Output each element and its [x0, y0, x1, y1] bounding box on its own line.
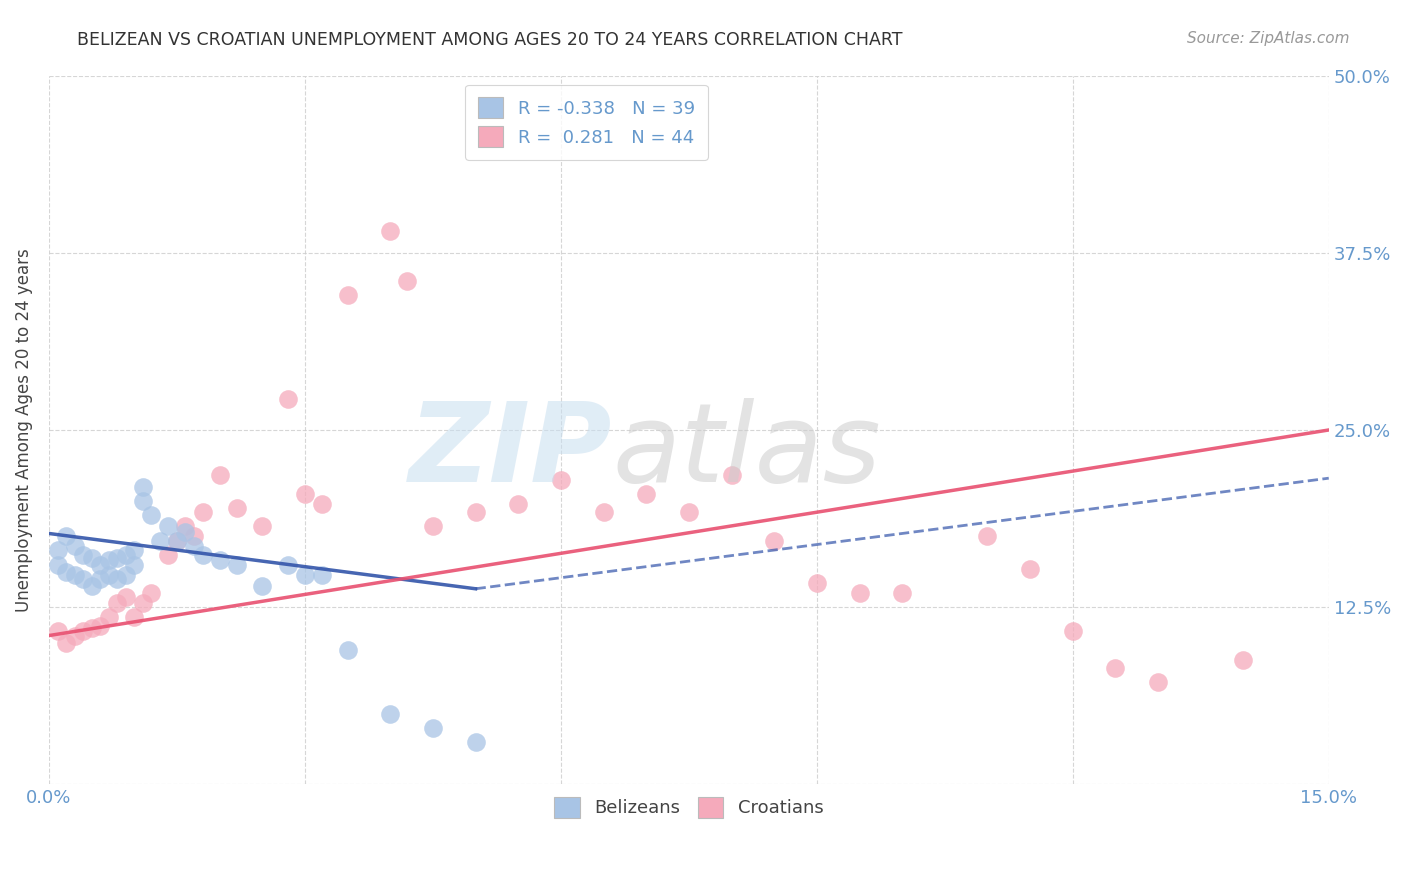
Point: [141, 508, 163, 522]
Point: [976, 529, 998, 543]
Point: [1104, 661, 1126, 675]
Point: [141, 586, 163, 600]
Point: [80, 579, 103, 593]
Point: [464, 505, 486, 519]
Point: [63, 629, 86, 643]
Point: [149, 533, 172, 548]
Y-axis label: Unemployment Among Ages 20 to 24 years: Unemployment Among Ages 20 to 24 years: [15, 248, 32, 612]
Point: [55, 565, 77, 579]
Point: [97, 567, 120, 582]
Point: [252, 519, 274, 533]
Point: [80, 622, 103, 636]
Text: atlas: atlas: [612, 398, 880, 505]
Point: [380, 706, 402, 721]
Point: [422, 519, 444, 533]
Point: [422, 721, 444, 735]
Point: [132, 596, 155, 610]
Point: [891, 586, 914, 600]
Point: [114, 567, 136, 582]
Point: [46, 624, 69, 639]
Point: [132, 480, 155, 494]
Point: [208, 468, 231, 483]
Point: [1019, 562, 1042, 576]
Point: [380, 225, 402, 239]
Point: [294, 487, 316, 501]
Point: [277, 392, 299, 406]
Point: [550, 473, 572, 487]
Point: [72, 624, 94, 639]
Point: [114, 548, 136, 562]
Point: [89, 558, 111, 572]
Point: [174, 524, 197, 539]
Point: [763, 533, 786, 548]
Point: [63, 567, 86, 582]
Point: [208, 553, 231, 567]
Point: [311, 567, 333, 582]
Point: [294, 567, 316, 582]
Point: [80, 550, 103, 565]
Point: [166, 533, 188, 548]
Point: [105, 596, 128, 610]
Point: [311, 497, 333, 511]
Point: [97, 553, 120, 567]
Point: [114, 591, 136, 605]
Point: [157, 548, 180, 562]
Point: [848, 586, 870, 600]
Point: [63, 539, 86, 553]
Text: Source: ZipAtlas.com: Source: ZipAtlas.com: [1187, 31, 1350, 46]
Point: [72, 572, 94, 586]
Point: [1062, 624, 1084, 639]
Point: [124, 558, 146, 572]
Point: [183, 539, 205, 553]
Point: [183, 529, 205, 543]
Point: [1232, 653, 1254, 667]
Point: [55, 529, 77, 543]
Point: [97, 610, 120, 624]
Point: [592, 505, 614, 519]
Point: [174, 519, 197, 533]
Point: [225, 558, 247, 572]
Point: [191, 548, 214, 562]
Point: [55, 635, 77, 649]
Legend: Belizeans, Croatians: Belizeans, Croatians: [547, 789, 831, 825]
Point: [124, 610, 146, 624]
Point: [46, 543, 69, 558]
Point: [252, 579, 274, 593]
Point: [1147, 675, 1170, 690]
Point: [508, 497, 530, 511]
Point: [396, 274, 419, 288]
Point: [336, 642, 359, 657]
Point: [464, 735, 486, 749]
Point: [806, 576, 828, 591]
Point: [636, 487, 658, 501]
Point: [166, 533, 188, 548]
Point: [157, 519, 180, 533]
Point: [105, 572, 128, 586]
Point: [132, 494, 155, 508]
Point: [105, 550, 128, 565]
Point: [72, 548, 94, 562]
Text: ZIP: ZIP: [409, 398, 612, 505]
Point: [225, 500, 247, 515]
Point: [277, 558, 299, 572]
Point: [336, 288, 359, 302]
Point: [46, 558, 69, 572]
Point: [678, 505, 700, 519]
Point: [89, 618, 111, 632]
Point: [191, 505, 214, 519]
Text: BELIZEAN VS CROATIAN UNEMPLOYMENT AMONG AGES 20 TO 24 YEARS CORRELATION CHART: BELIZEAN VS CROATIAN UNEMPLOYMENT AMONG …: [77, 31, 903, 49]
Point: [124, 543, 146, 558]
Point: [89, 572, 111, 586]
Point: [720, 468, 742, 483]
